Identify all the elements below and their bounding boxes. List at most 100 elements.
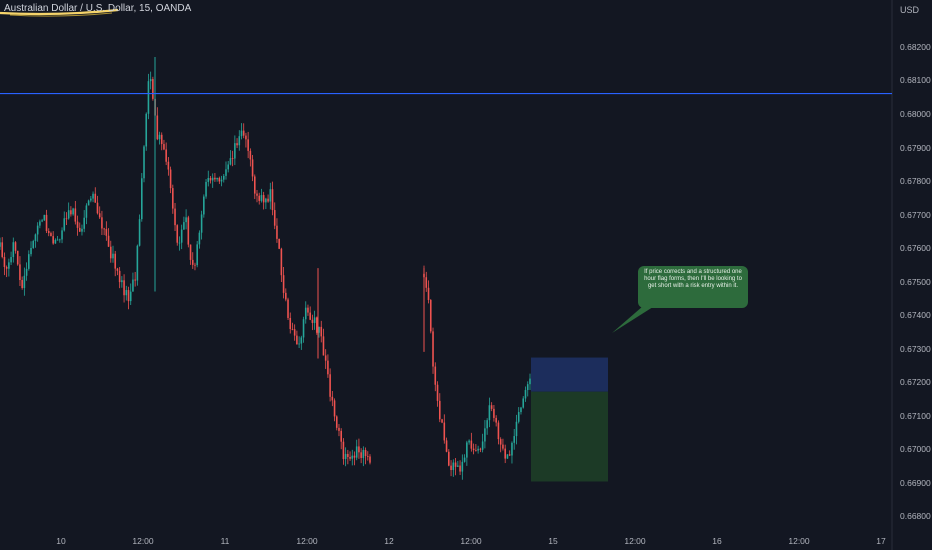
candle-body xyxy=(214,177,216,180)
candle-body xyxy=(529,378,531,385)
candle-body xyxy=(353,455,356,458)
candle-body xyxy=(342,441,345,460)
candle-body xyxy=(318,326,320,333)
time-tick-label: 12:00 xyxy=(788,536,810,546)
candle-body xyxy=(116,268,119,271)
candle-body xyxy=(311,319,314,323)
candle-body xyxy=(324,355,327,361)
candle-body xyxy=(105,229,108,236)
candle-body xyxy=(278,238,280,249)
short-position-stop-zone xyxy=(531,357,608,392)
candle-body xyxy=(0,242,1,247)
candle-body xyxy=(149,79,152,82)
candle-body xyxy=(21,280,23,289)
candle-body xyxy=(316,317,318,333)
candle-body xyxy=(495,417,497,423)
candle-body xyxy=(178,242,181,244)
candle-body xyxy=(198,232,201,245)
candle-body xyxy=(118,270,121,283)
candle-body xyxy=(484,428,486,442)
annotation-callout[interactable]: If price corrects and a structured one h… xyxy=(638,266,748,308)
candle-body xyxy=(459,465,461,472)
candle-body xyxy=(335,416,338,428)
candle-body xyxy=(450,465,452,471)
candle-body xyxy=(273,210,276,226)
candle-body xyxy=(180,229,183,243)
candle-body xyxy=(152,79,154,99)
price-tick-label: 0.66800 xyxy=(900,511,931,521)
candle-body xyxy=(468,440,470,443)
candle-body xyxy=(475,450,477,451)
candle-body xyxy=(39,221,41,226)
candle-body xyxy=(196,244,198,266)
candle-body xyxy=(78,227,81,232)
candle-body xyxy=(302,319,305,338)
candle-body xyxy=(174,208,176,226)
candle-body xyxy=(123,280,125,296)
candle-body xyxy=(309,312,311,320)
symbol-title: Australian Dollar / U.S. Dollar, 15, OAN… xyxy=(4,3,192,14)
candle-body xyxy=(138,219,141,246)
candle-body xyxy=(169,169,172,189)
candle-body xyxy=(506,454,509,459)
candle-body xyxy=(247,139,249,151)
candle-body xyxy=(441,419,443,423)
candle-body xyxy=(187,217,190,245)
candle-body xyxy=(344,453,347,460)
candle-body xyxy=(298,343,300,345)
time-tick-label: 10 xyxy=(56,536,66,546)
candle-body xyxy=(320,326,323,337)
candle-body xyxy=(234,143,236,159)
candle-body xyxy=(300,337,303,344)
price-axis[interactable]: USD 0.68200 0.68100 0.68000 0.67900 0.67… xyxy=(892,0,932,550)
candle-body xyxy=(165,149,167,162)
candle-body xyxy=(19,264,21,281)
candle-body xyxy=(185,217,187,223)
candle-body xyxy=(98,213,101,218)
candle-body xyxy=(276,225,278,239)
price-tick-label: 0.67000 xyxy=(900,444,931,454)
price-tick-label: 0.67400 xyxy=(900,310,931,320)
price-tick-label: 0.67800 xyxy=(900,176,931,186)
candle-body xyxy=(134,279,136,281)
candle-body xyxy=(94,193,97,203)
price-tick-label: 0.67900 xyxy=(900,143,931,153)
currency-label: USD xyxy=(900,5,920,15)
candle-body xyxy=(307,307,309,313)
candle-body xyxy=(461,461,464,472)
candle-body xyxy=(504,448,506,459)
candle-body xyxy=(282,275,285,293)
time-tick-label: 16 xyxy=(712,536,722,546)
candle-body xyxy=(160,134,163,145)
candle-body xyxy=(481,441,484,450)
candle-body xyxy=(8,262,10,269)
candle-body xyxy=(251,159,254,177)
candle-body xyxy=(463,457,466,462)
price-tick-label: 0.68200 xyxy=(900,42,931,52)
candle-body xyxy=(333,400,336,417)
candle-body xyxy=(74,208,77,222)
candle-body xyxy=(327,360,329,375)
candle-body xyxy=(54,239,57,244)
candle-body xyxy=(313,317,316,323)
candle-body xyxy=(211,177,214,181)
candle-body xyxy=(50,233,52,237)
price-tick-label: 0.68000 xyxy=(900,109,931,119)
candle-body xyxy=(227,164,230,170)
candle-body xyxy=(158,134,161,140)
candle-body xyxy=(358,446,360,453)
candle-body xyxy=(369,456,371,463)
candle-body xyxy=(229,158,232,165)
candle-body xyxy=(183,222,185,230)
candle-body xyxy=(109,246,112,259)
candle-body xyxy=(436,384,439,401)
candle-body xyxy=(136,245,139,281)
candle-body xyxy=(448,451,450,466)
candle-body xyxy=(200,214,203,233)
candle-body xyxy=(163,144,165,150)
candle-body xyxy=(189,244,192,260)
candle-body xyxy=(92,193,94,199)
candle-body xyxy=(81,228,83,232)
candle-body xyxy=(52,236,54,244)
